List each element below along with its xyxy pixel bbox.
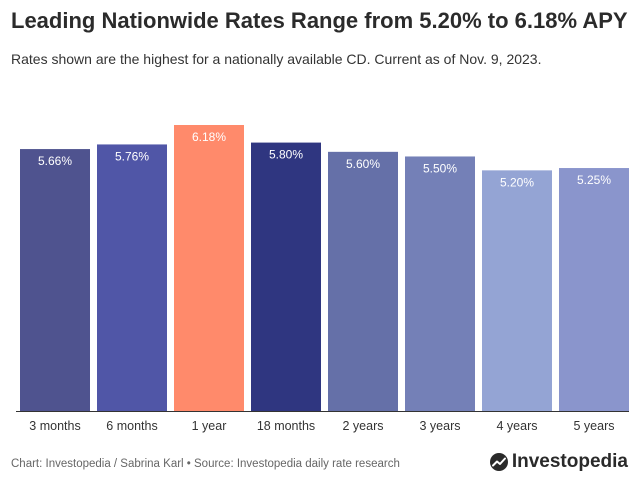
data-label: 6.18% [192, 130, 226, 144]
chart-subtitle: Rates shown are the highest for a nation… [11, 51, 542, 67]
data-label: 5.76% [115, 149, 149, 163]
brand: Investopedia [489, 451, 628, 473]
brand-name: Investopedia [511, 451, 628, 472]
bar-18-months [251, 142, 321, 411]
x-tick-label: 3 years [420, 419, 461, 433]
data-label: 5.80% [269, 148, 303, 162]
bar-3-years [405, 156, 475, 411]
x-tick-label: 18 months [257, 419, 315, 433]
data-label: 5.66% [38, 154, 72, 168]
bar-3-months [20, 149, 90, 411]
x-tick-label: 2 years [343, 419, 384, 433]
bar-4-years [482, 170, 552, 411]
x-tick-label: 4 years [497, 419, 538, 433]
data-label: 5.60% [346, 157, 380, 171]
x-tick-label: 3 months [29, 419, 80, 433]
investopedia-logo-icon [489, 453, 508, 471]
bar-1-year [174, 125, 244, 411]
bar-2-years [328, 151, 398, 411]
data-label: 5.25% [577, 173, 611, 187]
x-tick-label: 1 year [192, 419, 227, 433]
data-label: 5.20% [500, 175, 534, 189]
chart-title: Leading Nationwide Rates Range from 5.20… [11, 8, 628, 33]
bar-6-months [97, 144, 167, 411]
bar-5-years [559, 168, 629, 411]
x-tick-label: 6 months [106, 419, 157, 433]
source-note: Chart: Investopedia / Sabrina Karl • Sou… [11, 458, 400, 470]
x-tick-label: 5 years [574, 419, 615, 433]
data-label: 5.50% [423, 161, 457, 175]
